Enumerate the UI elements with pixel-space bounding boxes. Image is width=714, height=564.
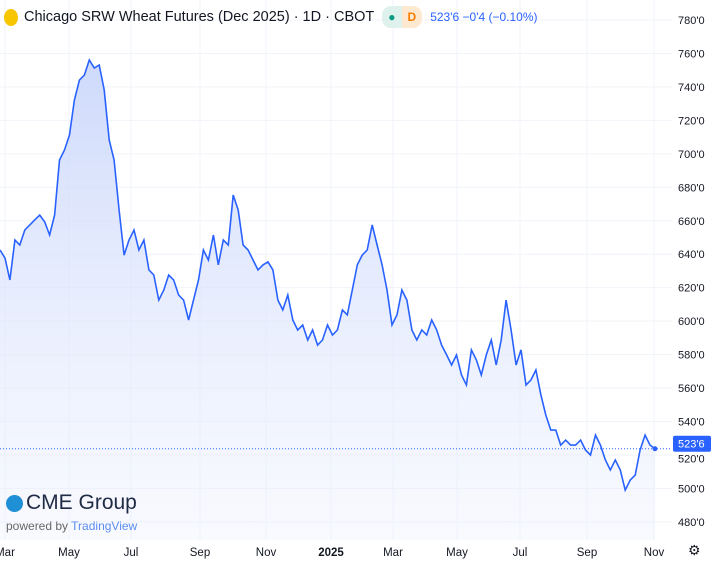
y-tick-label: 480'0 <box>678 517 705 529</box>
tradingview-link[interactable]: TradingView <box>71 519 138 533</box>
powered-by-text: powered by <box>6 519 69 533</box>
y-tick-label: 760'0 <box>678 48 705 60</box>
x-tick-label: Mar <box>0 547 15 559</box>
y-tick-label: 700'0 <box>678 149 705 161</box>
quote-change: 523'6 −0'4 (−0.10%) <box>430 10 538 24</box>
x-tick-label: Mar <box>383 547 403 559</box>
x-tick-label: 2025 <box>318 547 344 559</box>
x-tick-label: Nov <box>256 547 277 559</box>
powered-by[interactable]: powered by TradingView <box>6 519 137 533</box>
y-tick-label: 560'0 <box>678 383 705 395</box>
status-dot-icon: ● <box>382 6 402 28</box>
y-tick-label: 740'0 <box>678 82 705 94</box>
interval-badge: D <box>401 6 423 28</box>
x-tick-label: Sep <box>190 547 210 559</box>
x-tick-label: Sep <box>577 547 597 559</box>
cme-logo[interactable]: CME Group <box>6 492 137 514</box>
y-tick-label: 580'0 <box>678 350 705 362</box>
chart-header: Chicago SRW Wheat Futures (Dec 2025) · 1… <box>4 6 538 28</box>
x-tick-label: Jul <box>124 547 139 559</box>
symbol-title[interactable]: Chicago SRW Wheat Futures (Dec 2025) · 1… <box>24 9 375 25</box>
market-status-badge: ● D <box>382 6 423 28</box>
y-tick-label: 660'0 <box>678 216 705 228</box>
globe-icon <box>6 494 23 512</box>
last-price-dot <box>652 446 658 452</box>
last-price-label-bg <box>673 435 711 452</box>
y-tick-label: 780'0 <box>678 15 705 27</box>
price-area-fill <box>0 60 655 540</box>
y-tick-label: 520'0 <box>678 454 705 466</box>
y-tick-label: 640'0 <box>678 249 705 261</box>
x-tick-label: May <box>58 547 80 559</box>
y-tick-label: 600'0 <box>678 316 705 328</box>
wheat-logo-icon <box>4 8 18 26</box>
y-tick-label: 680'0 <box>678 182 705 194</box>
price-line <box>0 58 656 493</box>
x-tick-label: Jul <box>513 547 528 559</box>
last-price-label: 523'6 <box>678 439 705 451</box>
y-tick-label: 500'0 <box>678 483 705 495</box>
y-tick-label: 720'0 <box>678 115 705 127</box>
cme-logo-text: CME Group <box>26 491 137 514</box>
x-tick-label: Nov <box>644 547 665 559</box>
y-tick-label: 540'0 <box>678 417 705 429</box>
y-tick-label: 620'0 <box>678 283 705 295</box>
x-tick-label: May <box>446 547 468 559</box>
gear-icon[interactable]: ⚙ <box>688 542 701 558</box>
